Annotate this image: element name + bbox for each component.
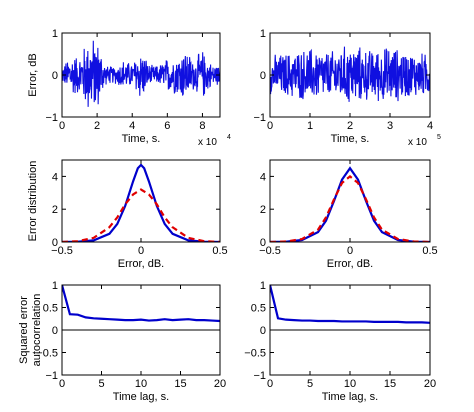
x-axis-label: Error, dB.	[118, 258, 164, 270]
y-tick-label: 0	[260, 325, 266, 337]
data-line	[270, 166, 430, 242]
axes-box	[61, 159, 221, 243]
y-tick-label: −1	[253, 370, 266, 382]
x-tick-label: 4	[129, 120, 135, 132]
y-tick-label: 0	[52, 70, 58, 82]
x-tick-label: 0	[267, 378, 273, 390]
x-axis-multiplier-exponent: 5	[437, 134, 441, 141]
y-tick-label: 0.5	[251, 303, 266, 315]
plot-area	[270, 46, 430, 102]
plot-area	[270, 285, 430, 331]
y-tick-label: 2	[52, 204, 58, 216]
data-line	[62, 285, 220, 323]
y-tick-label: 0.5	[43, 303, 58, 315]
x-tick-label: 5	[98, 378, 104, 390]
x-tick-label: 0.5	[422, 245, 437, 257]
x-tick-label: 20	[424, 378, 436, 390]
x-tick-label: 20	[214, 378, 226, 390]
y-tick-label: −1	[253, 112, 266, 124]
x-tick-label: 0	[59, 120, 65, 132]
x-tick-label: 8	[199, 120, 205, 132]
plot-area	[62, 40, 220, 107]
x-axis-label: Time, s.	[122, 133, 161, 145]
x-tick-label: 10	[344, 378, 356, 390]
x-tick-label: 5	[307, 378, 313, 390]
x-axis-label: Time lag, s.	[322, 391, 378, 403]
x-tick-label: 15	[174, 378, 186, 390]
x-tick-label: 2	[94, 120, 100, 132]
y-axis-label-line2: autocorrelation	[31, 294, 43, 367]
x-axis-multiplier: x 10	[408, 137, 427, 148]
x-tick-label: 6	[164, 120, 170, 132]
plot-area	[62, 163, 220, 242]
x-axis-multiplier-exponent: 4	[227, 134, 231, 141]
y-tick-label: 4	[260, 171, 266, 183]
x-tick-label: 0.5	[212, 245, 227, 257]
gaussian-fit-line	[270, 174, 430, 242]
x-tick-label: −0.5	[51, 245, 73, 257]
y-tick-label: 2	[260, 204, 266, 216]
data-line	[270, 285, 430, 324]
x-axis-label: Error, dB.	[327, 258, 373, 270]
y-tick-label: −1	[45, 370, 58, 382]
x-tick-label: 1	[307, 120, 313, 132]
y-axis-label: Error, dB	[27, 53, 39, 96]
y-axis-label: Squared error	[18, 296, 30, 364]
noise-trace	[62, 40, 220, 107]
y-tick-label: 0	[52, 237, 58, 249]
x-tick-label: −0.5	[259, 245, 281, 257]
y-tick-label: 0	[260, 237, 266, 249]
y-tick-label: −1	[45, 112, 58, 124]
plot-area	[62, 285, 220, 331]
gaussian-fit-line	[62, 188, 220, 242]
plot-area	[270, 166, 430, 242]
y-axis-label: Error distribution	[27, 161, 39, 242]
y-tick-label: 1	[260, 280, 266, 292]
y-tick-label: 1	[52, 280, 58, 292]
x-axis-label: Time lag, s.	[113, 391, 169, 403]
x-tick-label: 2	[347, 120, 353, 132]
axes-box	[269, 159, 431, 243]
x-tick-label: 0	[59, 378, 65, 390]
y-tick-label: 0	[260, 70, 266, 82]
y-tick-label: 1	[52, 28, 58, 40]
noise-trace	[270, 46, 430, 102]
y-tick-label: 4	[52, 171, 58, 183]
y-tick-label: 0	[52, 325, 58, 337]
x-tick-label: 15	[384, 378, 396, 390]
y-tick-label: 1	[260, 28, 266, 40]
y-tick-label: −0.5	[36, 348, 58, 360]
chart-panel-autocorr-1: 0 5 10 15 20 −1 −0.5 0 0.5 1 Time lag, s. Squared e…	[18, 280, 226, 403]
x-tick-label: 0	[347, 245, 353, 257]
x-tick-label: 4	[427, 120, 433, 132]
x-tick-label: 0	[138, 245, 144, 257]
data-line	[62, 163, 220, 242]
x-axis-multiplier: x 10	[198, 137, 217, 148]
y-tick-label: −0.5	[244, 348, 266, 360]
x-tick-label: 10	[135, 378, 147, 390]
chart-panel-autocorr-2: 0 5 10 15 20 −1 −0.5 0 0.5 1 Time lag, s.	[244, 280, 436, 403]
x-tick-label: 0	[267, 120, 273, 132]
x-axis-label: Time, s.	[331, 133, 370, 145]
x-tick-label: 3	[387, 120, 393, 132]
